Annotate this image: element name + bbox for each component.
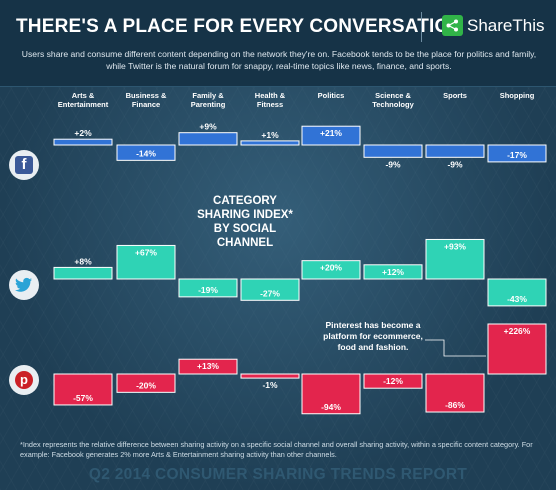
twitter-badge <box>9 270 39 300</box>
pinterest-icon: p <box>15 371 33 389</box>
facebook-value-label-4: +21% <box>320 128 342 138</box>
twitter-value-label-1: +67% <box>135 247 157 257</box>
pinterest-value-label-1: -20% <box>136 380 156 390</box>
twitter-bar-6 <box>425 238 485 280</box>
pinterest-bar-2 <box>178 358 238 375</box>
category-label-line: Science & <box>375 91 411 100</box>
report-title: Q2 2014 CONSUMER SHARING TRENDS REPORT <box>88 466 468 483</box>
facebook-badge: f <box>9 150 39 180</box>
category-label-line: Family & <box>192 91 224 100</box>
facebook-bar-6 <box>425 144 485 158</box>
facebook-value-label-0: +2% <box>74 128 92 138</box>
category-label-line: Sports <box>443 91 467 100</box>
facebook-value-label-3: +1% <box>261 130 279 140</box>
header-divider <box>421 12 422 42</box>
pinterest-value-label-6: -86% <box>445 400 465 410</box>
pinterest-value-label-5: -12% <box>383 376 403 386</box>
twitter-value-label-7: -43% <box>507 294 527 304</box>
pinterest-bar-6 <box>425 373 485 413</box>
share-icon <box>442 15 463 36</box>
brand-name: ShareThis <box>467 15 545 35</box>
facebook-icon: f <box>15 156 33 174</box>
category-label-4: Politics <box>300 91 362 100</box>
twitter-bar-3 <box>240 278 300 301</box>
pinterest-bar-5 <box>363 373 423 389</box>
pinterest-value-label-3: -1% <box>262 380 278 390</box>
pinterest-value-label-2: +13% <box>197 361 219 371</box>
facebook-bar-1 <box>116 144 176 161</box>
category-label-line: Shopping <box>499 91 535 100</box>
facebook-value-label-2: +9% <box>199 122 217 132</box>
twitter-value-label-6: +93% <box>444 241 466 251</box>
pinterest-bar-4 <box>301 373 361 415</box>
twitter-bar-1 <box>116 244 176 280</box>
twitter-bar-7 <box>487 278 547 307</box>
footnote: *Index represents the relative differenc… <box>20 440 533 459</box>
pinterest-bar-7 <box>487 323 547 375</box>
twitter-icon <box>15 276 33 294</box>
facebook-value-label-5: -9% <box>385 159 401 169</box>
category-label-line: Entertainment <box>57 100 109 109</box>
pinterest-value-label-4: -94% <box>321 402 341 412</box>
twitter-bar-2 <box>178 278 238 298</box>
chart-title: CATEGORY SHARING INDEX* BY SOCIAL CHANNE… <box>197 195 293 249</box>
pinterest-annotation: Pinterest has become a platform for ecom… <box>323 320 423 352</box>
category-label-line: Politics <box>317 91 345 100</box>
facebook-value-label-6: -9% <box>447 159 463 169</box>
twitter-value-label-4: +20% <box>320 263 342 273</box>
pinterest-value-label-7: +226% <box>504 326 531 336</box>
facebook-bar-2 <box>178 132 238 146</box>
header-banner: THERE'S A PLACE FOR EVERY CONVERSATION S… <box>0 0 556 87</box>
twitter-bar-4 <box>301 260 361 280</box>
pinterest-value-label-0: -57% <box>73 393 93 403</box>
twitter-value-label-3: -27% <box>260 288 280 298</box>
category-label-line: Fitness <box>256 100 284 109</box>
category-label-line: Parenting <box>190 100 226 109</box>
twitter-bar-5 <box>363 264 423 280</box>
facebook-bar-4 <box>301 125 361 146</box>
category-label-line: Health & <box>254 91 286 100</box>
intro-text: Users share and consume different conten… <box>21 49 537 71</box>
twitter-value-label-5: +12% <box>382 267 404 277</box>
page-title: THERE'S A PLACE FOR EVERY CONVERSATION <box>16 16 464 37</box>
category-label-1: Business & Finance <box>115 91 177 109</box>
category-label-line: Finance <box>131 100 161 109</box>
facebook-bar-7 <box>487 144 547 163</box>
category-label-5: Science & Technology <box>362 91 424 109</box>
facebook-value-label-7: -17% <box>507 150 527 160</box>
facebook-bar-5 <box>363 144 423 158</box>
pinterest-bar-3 <box>240 373 300 379</box>
twitter-bar-0 <box>53 266 113 280</box>
category-label-line: Business & <box>125 91 167 100</box>
category-label-7: Shopping <box>486 91 548 100</box>
category-label-0: Arts & Entertainment <box>52 91 114 109</box>
category-label-line: Arts & <box>71 91 95 100</box>
pinterest-bar-0 <box>53 373 113 406</box>
pinterest-badge: p <box>9 365 39 395</box>
twitter-value-label-2: -19% <box>198 285 218 295</box>
pinterest-bar-1 <box>116 373 176 393</box>
annotation-leader-line <box>425 339 486 357</box>
sharethis-logo: ShareThis <box>442 15 544 36</box>
category-label-2: Family & Parenting <box>177 91 239 109</box>
facebook-bar-0 <box>53 138 113 146</box>
category-label-6: Sports <box>424 91 486 100</box>
facebook-bar-3 <box>240 140 300 146</box>
category-label-3: Health & Fitness <box>239 91 301 109</box>
category-label-line: Technology <box>372 100 414 109</box>
facebook-value-label-1: -14% <box>136 148 156 158</box>
twitter-value-label-0: +8% <box>74 256 92 266</box>
